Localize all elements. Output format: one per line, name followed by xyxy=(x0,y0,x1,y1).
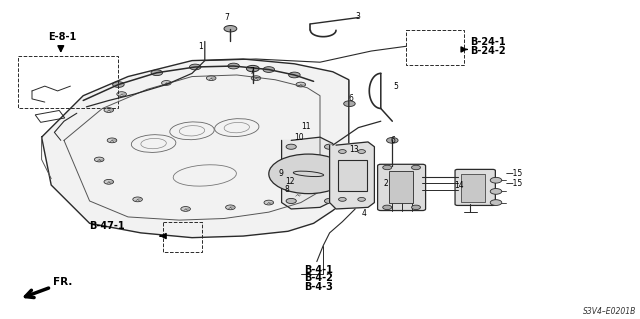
Circle shape xyxy=(339,197,346,201)
Text: 13: 13 xyxy=(349,145,358,154)
Circle shape xyxy=(224,26,237,32)
Polygon shape xyxy=(42,59,349,238)
Circle shape xyxy=(490,177,502,183)
Text: B-47-1: B-47-1 xyxy=(89,221,125,232)
Circle shape xyxy=(189,64,201,70)
Text: B-4-3: B-4-3 xyxy=(304,282,333,292)
Text: 6: 6 xyxy=(390,136,396,145)
Circle shape xyxy=(116,92,127,96)
Circle shape xyxy=(490,200,502,205)
Circle shape xyxy=(151,70,163,76)
Circle shape xyxy=(264,200,274,205)
Circle shape xyxy=(108,138,116,143)
Circle shape xyxy=(104,179,114,184)
Text: B-24-2: B-24-2 xyxy=(470,46,506,56)
Circle shape xyxy=(104,108,114,113)
Bar xyxy=(35,110,65,122)
FancyBboxPatch shape xyxy=(378,164,426,211)
Text: —15: —15 xyxy=(506,169,523,178)
Bar xyxy=(338,160,367,191)
Text: 5: 5 xyxy=(394,82,399,91)
FancyBboxPatch shape xyxy=(455,169,495,205)
Circle shape xyxy=(263,67,275,72)
Circle shape xyxy=(296,82,306,87)
Text: 14: 14 xyxy=(454,181,464,189)
Text: 3: 3 xyxy=(355,12,360,21)
Bar xyxy=(18,56,118,108)
Circle shape xyxy=(286,144,296,149)
Circle shape xyxy=(246,65,259,72)
Text: —15: —15 xyxy=(506,179,523,188)
Circle shape xyxy=(161,80,172,85)
Text: 11: 11 xyxy=(301,122,310,130)
Text: 1: 1 xyxy=(198,42,203,51)
Circle shape xyxy=(339,150,346,153)
Circle shape xyxy=(490,189,502,194)
Text: 7: 7 xyxy=(224,13,229,22)
Circle shape xyxy=(225,205,236,210)
Circle shape xyxy=(412,205,420,210)
Bar xyxy=(389,171,413,203)
Text: B-24-1: B-24-1 xyxy=(470,37,506,47)
Circle shape xyxy=(292,192,303,197)
Bar xyxy=(163,222,202,252)
Circle shape xyxy=(358,197,365,201)
Text: 4: 4 xyxy=(362,209,367,218)
Text: B-4-1: B-4-1 xyxy=(304,264,333,275)
Text: S3V4–E0201B: S3V4–E0201B xyxy=(584,307,637,315)
Text: 12: 12 xyxy=(285,177,294,186)
Circle shape xyxy=(383,205,392,210)
Circle shape xyxy=(324,144,335,149)
Text: 7: 7 xyxy=(250,67,255,76)
Circle shape xyxy=(269,154,348,194)
Text: 8: 8 xyxy=(285,185,289,194)
Text: 2: 2 xyxy=(384,179,388,188)
Circle shape xyxy=(113,82,124,87)
Text: FR.: FR. xyxy=(53,277,72,287)
Circle shape xyxy=(412,165,420,170)
Circle shape xyxy=(324,198,335,204)
Text: 6: 6 xyxy=(349,94,354,103)
Circle shape xyxy=(383,165,392,170)
Circle shape xyxy=(387,137,398,143)
Circle shape xyxy=(344,101,355,107)
Circle shape xyxy=(228,63,239,69)
Circle shape xyxy=(95,157,104,162)
Circle shape xyxy=(286,198,296,204)
Circle shape xyxy=(251,76,261,81)
Circle shape xyxy=(180,207,191,211)
Circle shape xyxy=(133,197,143,202)
Circle shape xyxy=(206,76,216,81)
Text: E-8-1: E-8-1 xyxy=(48,32,76,42)
Polygon shape xyxy=(282,137,333,209)
Polygon shape xyxy=(330,142,374,209)
Text: 9: 9 xyxy=(278,169,284,178)
Circle shape xyxy=(358,150,365,153)
Bar xyxy=(461,174,485,202)
Circle shape xyxy=(289,72,300,78)
Text: 10: 10 xyxy=(294,133,304,142)
Bar xyxy=(406,30,464,65)
Text: B-4-2: B-4-2 xyxy=(304,273,333,283)
